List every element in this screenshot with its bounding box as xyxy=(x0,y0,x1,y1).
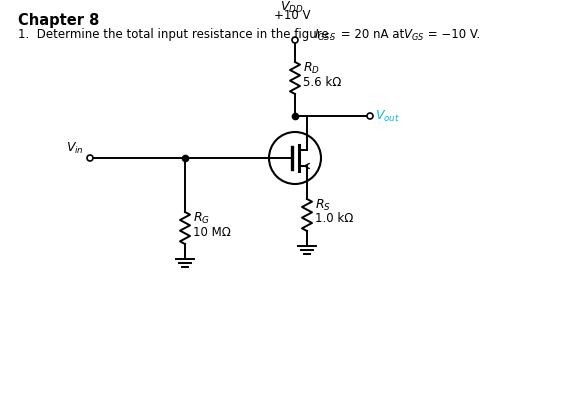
Text: Chapter 8: Chapter 8 xyxy=(18,13,99,28)
Text: +10 V: +10 V xyxy=(274,9,310,22)
Text: 5.6 kΩ: 5.6 kΩ xyxy=(303,76,342,88)
Text: = −10 V.: = −10 V. xyxy=(424,28,480,41)
Text: $R_G$: $R_G$ xyxy=(193,211,210,226)
Text: 10 MΩ: 10 MΩ xyxy=(193,226,231,238)
Text: = 20 nA at: = 20 nA at xyxy=(337,28,408,41)
Text: 1.0 kΩ: 1.0 kΩ xyxy=(315,213,353,226)
Text: $V_{in}$: $V_{in}$ xyxy=(66,141,84,156)
Text: $I_{GSS}$: $I_{GSS}$ xyxy=(314,28,336,43)
Text: $V_{GS}$: $V_{GS}$ xyxy=(403,28,424,43)
Text: $R_S$: $R_S$ xyxy=(315,197,331,213)
Text: $R_D$: $R_D$ xyxy=(303,60,320,76)
Text: 1.  Determine the total input resistance in the figure.: 1. Determine the total input resistance … xyxy=(18,28,336,41)
Text: $V_{out}$: $V_{out}$ xyxy=(375,108,400,123)
Text: $V_{DD}$: $V_{DD}$ xyxy=(280,0,304,15)
